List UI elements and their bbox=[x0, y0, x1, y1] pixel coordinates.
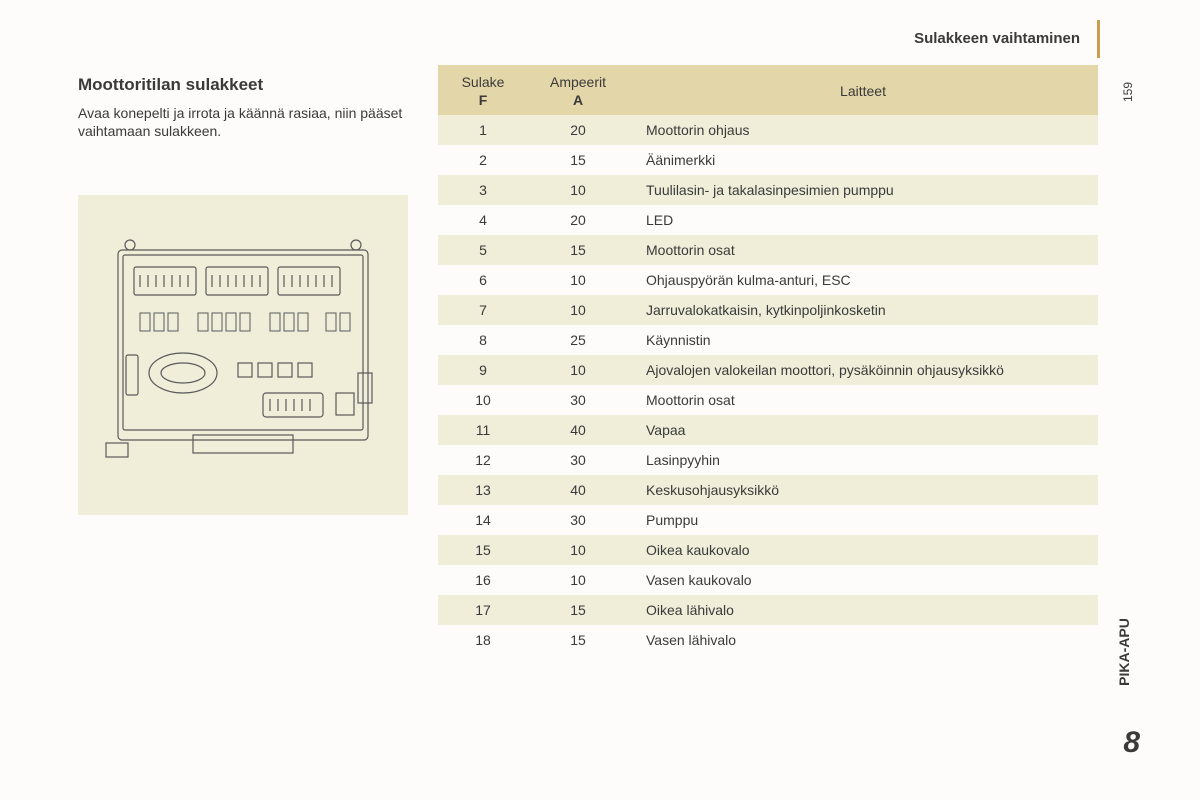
device-cell: Moottorin osat bbox=[628, 385, 1098, 415]
amp-cell: 25 bbox=[528, 325, 628, 355]
table-row: 1430Pumppu bbox=[438, 505, 1098, 535]
fuse-number-cell: 15 bbox=[438, 535, 528, 565]
amp-cell: 20 bbox=[528, 115, 628, 145]
device-cell: Jarruvalokatkaisin, kytkinpoljinkosketin bbox=[628, 295, 1098, 325]
col-header-amp-sub: A bbox=[534, 91, 622, 109]
amp-cell: 40 bbox=[528, 475, 628, 505]
amp-cell: 15 bbox=[528, 145, 628, 175]
table-row: 120Moottorin ohjaus bbox=[438, 115, 1098, 145]
amp-cell: 10 bbox=[528, 565, 628, 595]
fuse-number-cell: 14 bbox=[438, 505, 528, 535]
device-cell: Äänimerkki bbox=[628, 145, 1098, 175]
table-row: 310Tuulilasin- ja takalasinpesimien pump… bbox=[438, 175, 1098, 205]
section-intro-text: Avaa konepelti ja irrota ja käännä rasia… bbox=[78, 105, 408, 140]
fuse-number-cell: 3 bbox=[438, 175, 528, 205]
device-cell: Vasen kaukovalo bbox=[628, 565, 1098, 595]
device-cell: Lasinpyyhin bbox=[628, 445, 1098, 475]
amp-cell: 15 bbox=[528, 595, 628, 625]
device-cell: Moottorin ohjaus bbox=[628, 115, 1098, 145]
page-header-title: Sulakkeen vaihtaminen bbox=[914, 30, 1080, 47]
fuse-number-cell: 2 bbox=[438, 145, 528, 175]
chapter-number: 8 bbox=[1123, 726, 1140, 760]
fuse-number-cell: 18 bbox=[438, 625, 528, 655]
fuse-number-cell: 4 bbox=[438, 205, 528, 235]
header-accent-bar bbox=[1097, 20, 1100, 58]
fuse-number-cell: 17 bbox=[438, 595, 528, 625]
device-cell: Keskusohjausyksikkö bbox=[628, 475, 1098, 505]
col-header-amp-top: Ampeerit bbox=[550, 74, 606, 90]
fuse-number-cell: 11 bbox=[438, 415, 528, 445]
amp-cell: 20 bbox=[528, 205, 628, 235]
table-row: 420LED bbox=[438, 205, 1098, 235]
fuse-box-schematic-icon bbox=[98, 225, 388, 485]
chapter-label: PIKA-APU bbox=[1116, 618, 1132, 686]
fuse-number-cell: 5 bbox=[438, 235, 528, 265]
device-cell: Vasen lähivalo bbox=[628, 625, 1098, 655]
device-cell: Moottorin osat bbox=[628, 235, 1098, 265]
fuse-number-cell: 9 bbox=[438, 355, 528, 385]
table-row: 710Jarruvalokatkaisin, kytkinpoljinkoske… bbox=[438, 295, 1098, 325]
fuse-number-cell: 6 bbox=[438, 265, 528, 295]
device-cell: Oikea lähivalo bbox=[628, 595, 1098, 625]
device-cell: Ajovalojen valokeilan moottori, pysäköin… bbox=[628, 355, 1098, 385]
fuse-number-cell: 16 bbox=[438, 565, 528, 595]
amp-cell: 15 bbox=[528, 625, 628, 655]
device-cell: Pumppu bbox=[628, 505, 1098, 535]
table-row: 1340Keskusohjausyksikkö bbox=[438, 475, 1098, 505]
amp-cell: 10 bbox=[528, 355, 628, 385]
chapter-side-tab: PIKA-APU 8 bbox=[1123, 726, 1140, 760]
page-number: 159 bbox=[1121, 82, 1135, 102]
table-row: 1815Vasen lähivalo bbox=[438, 625, 1098, 655]
device-cell: Vapaa bbox=[628, 415, 1098, 445]
left-column: Moottoritilan sulakkeet Avaa konepelti j… bbox=[78, 75, 408, 140]
amp-cell: 30 bbox=[528, 445, 628, 475]
device-cell: Ohjauspyörän kulma-anturi, ESC bbox=[628, 265, 1098, 295]
table-row: 1030Moottorin osat bbox=[438, 385, 1098, 415]
table-row: 1715Oikea lähivalo bbox=[438, 595, 1098, 625]
fuse-number-cell: 13 bbox=[438, 475, 528, 505]
col-header-fuse-top: Sulake bbox=[462, 74, 505, 90]
device-cell: Käynnistin bbox=[628, 325, 1098, 355]
fuse-table-header: Sulake F Ampeerit A Laitteet bbox=[438, 65, 1098, 115]
fuse-box-diagram bbox=[78, 195, 408, 515]
table-row: 825Käynnistin bbox=[438, 325, 1098, 355]
table-row: 1230Lasinpyyhin bbox=[438, 445, 1098, 475]
table-row: 1140Vapaa bbox=[438, 415, 1098, 445]
fuse-number-cell: 12 bbox=[438, 445, 528, 475]
fuse-number-cell: 7 bbox=[438, 295, 528, 325]
col-header-fuse: Sulake F bbox=[438, 65, 528, 115]
fuse-number-cell: 8 bbox=[438, 325, 528, 355]
col-header-devices: Laitteet bbox=[628, 65, 1098, 115]
table-row: 610Ohjauspyörän kulma-anturi, ESC bbox=[438, 265, 1098, 295]
amp-cell: 40 bbox=[528, 415, 628, 445]
table-row: 215Äänimerkki bbox=[438, 145, 1098, 175]
amp-cell: 10 bbox=[528, 535, 628, 565]
col-header-fuse-sub: F bbox=[444, 91, 522, 109]
device-cell: Tuulilasin- ja takalasinpesimien pumppu bbox=[628, 175, 1098, 205]
fuse-table: Sulake F Ampeerit A Laitteet 120Moottori… bbox=[438, 65, 1098, 655]
section-title: Moottoritilan sulakkeet bbox=[78, 75, 408, 95]
device-cell: Oikea kaukovalo bbox=[628, 535, 1098, 565]
amp-cell: 10 bbox=[528, 265, 628, 295]
fuse-number-cell: 10 bbox=[438, 385, 528, 415]
fuse-table-body: 120Moottorin ohjaus215Äänimerkki310Tuuli… bbox=[438, 115, 1098, 655]
table-row: 1610Vasen kaukovalo bbox=[438, 565, 1098, 595]
amp-cell: 30 bbox=[528, 385, 628, 415]
table-row: 515Moottorin osat bbox=[438, 235, 1098, 265]
amp-cell: 10 bbox=[528, 295, 628, 325]
table-row: 1510Oikea kaukovalo bbox=[438, 535, 1098, 565]
col-header-amp: Ampeerit A bbox=[528, 65, 628, 115]
device-cell: LED bbox=[628, 205, 1098, 235]
fuse-number-cell: 1 bbox=[438, 115, 528, 145]
amp-cell: 10 bbox=[528, 175, 628, 205]
amp-cell: 15 bbox=[528, 235, 628, 265]
amp-cell: 30 bbox=[528, 505, 628, 535]
table-row: 910Ajovalojen valokeilan moottori, pysäk… bbox=[438, 355, 1098, 385]
